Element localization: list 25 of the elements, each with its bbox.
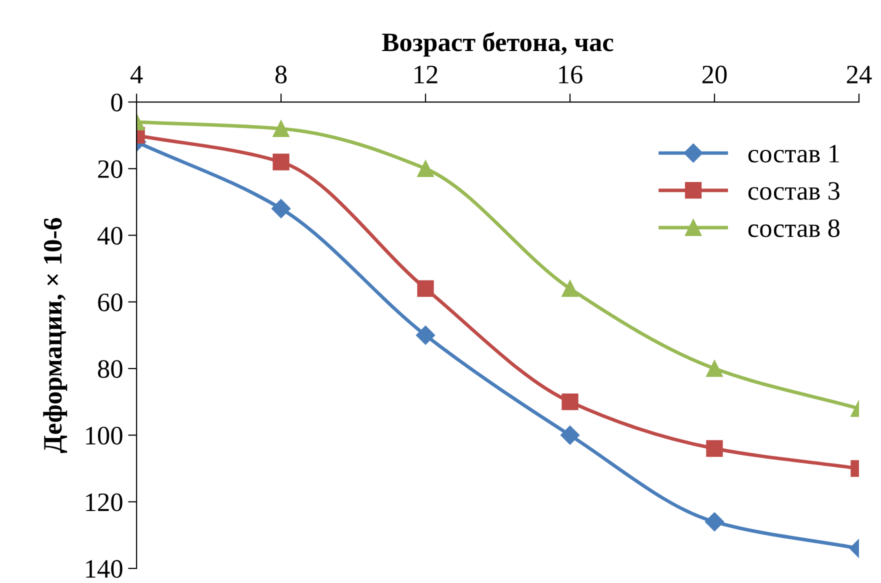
y-tick-label: 0 — [111, 94, 122, 112]
y-tick-label: 120 — [86, 493, 122, 512]
x-tick-label: 16 — [559, 66, 582, 84]
y-tick-label: 140 — [86, 560, 122, 578]
point — [417, 280, 434, 297]
y-tick-label: 20 — [98, 160, 122, 178]
x-tick-label: 4 — [130, 66, 143, 84]
x-axis-title: Возраст бетона, час — [382, 32, 614, 57]
point — [562, 394, 578, 410]
legend-label: состав 1 — [748, 144, 839, 163]
y-tick-label: 100 — [86, 426, 122, 445]
point — [416, 326, 436, 345]
x-tick-label: 20 — [702, 66, 727, 84]
y-tick-label: 40 — [97, 226, 122, 245]
y-tick-label: 80 — [98, 360, 122, 378]
point — [560, 426, 580, 445]
y-tick-label: 60 — [98, 294, 122, 312]
y-axis-title: Деформации, × 10-6 — [43, 218, 68, 454]
legend-label: состав 3 — [748, 182, 840, 200]
x-tick-label: 8 — [275, 66, 287, 84]
x-tick-label: 24 — [846, 66, 872, 84]
point — [562, 280, 578, 297]
point — [417, 160, 434, 177]
x-tick-label: 12 — [414, 66, 438, 84]
legend-label: состав 8 — [748, 219, 840, 238]
